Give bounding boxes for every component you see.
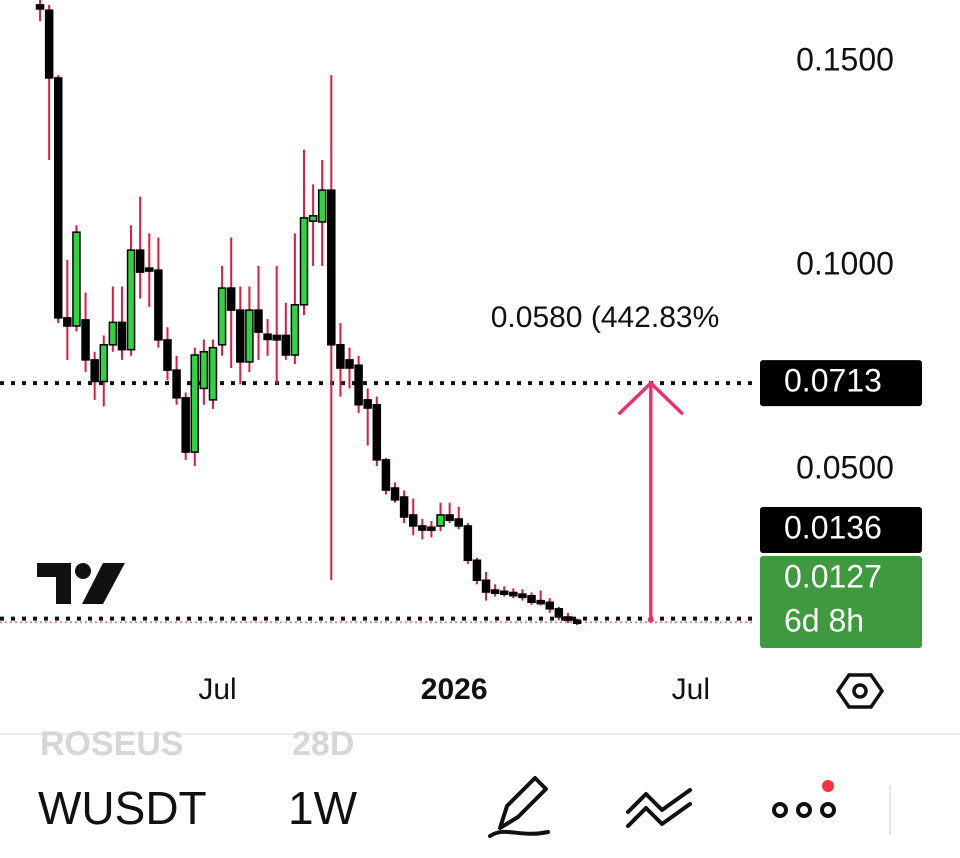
candle-body [518, 593, 527, 599]
candle-body [172, 369, 181, 399]
ghost-interval: 28D [292, 725, 354, 763]
candle-body [236, 309, 245, 363]
candle-body [327, 189, 336, 346]
candle-body [436, 514, 445, 527]
symbol[interactable]: WUSDT [38, 782, 207, 834]
indicators-icon[interactable] [626, 788, 692, 828]
y-tick-label: 0.1000 [796, 245, 894, 281]
candle-body [308, 215, 318, 222]
candle-body [263, 333, 272, 341]
candle-body [509, 591, 518, 597]
candle-body [117, 321, 127, 351]
draw-icon[interactable] [488, 776, 550, 838]
candle-body [299, 217, 309, 306]
candle-body [108, 321, 118, 346]
candle-body [336, 344, 345, 369]
candle-body [354, 364, 363, 406]
price-label: 6d 8h [784, 602, 864, 638]
candle-body [463, 525, 473, 561]
candle-body [126, 249, 136, 351]
candle-body [572, 619, 582, 624]
candle-body [418, 525, 427, 531]
price-label: 0.0713 [784, 363, 882, 399]
price-label-box [760, 507, 922, 553]
measure-label: 0.0580 (442.83% [491, 301, 720, 334]
candle-body [154, 269, 163, 341]
settings-icon[interactable] [835, 673, 885, 709]
candle-body [54, 77, 63, 319]
candle-body [35, 4, 45, 10]
candle-body [145, 267, 154, 272]
candle-body [427, 526, 436, 531]
candle-body [317, 189, 327, 223]
candle-body [272, 334, 281, 341]
interval[interactable]: 1W [288, 782, 358, 834]
candle-body [545, 601, 554, 610]
candle-body [554, 608, 564, 618]
candle-body [399, 496, 409, 518]
candle-body [390, 487, 400, 501]
candle-body [563, 616, 573, 621]
candle-body [381, 459, 391, 491]
candle-body [199, 350, 209, 390]
plot: 0.1500 0.1000 0.0500 Jul 2026 Jul 0.0580 (442.… [0, 0, 922, 706]
measure-end [647, 616, 654, 623]
more-icon[interactable] [772, 802, 836, 818]
candle-body [163, 339, 172, 371]
candle-body [81, 319, 90, 361]
candle-body [481, 579, 491, 593]
candle-body [372, 404, 382, 461]
candle-body [408, 514, 418, 527]
candle-body [208, 346, 218, 401]
candle-body [63, 317, 72, 327]
candle-body [99, 344, 109, 383]
candle-body [217, 287, 227, 346]
candle-body [90, 359, 99, 383]
candle-body [190, 354, 200, 453]
price-label-box [760, 556, 922, 648]
candle-body [72, 231, 81, 327]
candle-body [472, 559, 482, 581]
tv-logo [37, 563, 125, 604]
candle-body [44, 9, 54, 79]
candle-body [445, 514, 454, 521]
candle-body [499, 590, 509, 595]
candle-body [181, 397, 190, 453]
price-label: 0.0136 [784, 509, 882, 545]
candle-body [135, 249, 145, 273]
candle-body [254, 309, 263, 333]
x-tick-label: Jul [198, 673, 236, 706]
candle-body [490, 589, 500, 595]
candle-body [245, 309, 254, 363]
price-label: 0.0127 [784, 558, 882, 594]
candle-body [345, 359, 354, 369]
candle-body [454, 518, 463, 527]
candle-body [536, 599, 545, 605]
notification-dot [822, 780, 834, 792]
x-tick-label: Jul [672, 673, 710, 706]
candle-body [363, 399, 372, 409]
measure-arrowhead [618, 380, 684, 415]
candle-body [290, 304, 300, 356]
y-tick-label: 0.0500 [796, 450, 894, 486]
x-tick-label: 2026 [421, 673, 488, 706]
candle-body [281, 334, 291, 356]
price-label-box [760, 360, 922, 407]
candle-body [226, 287, 236, 311]
ghost-symbol: ROSEUS [40, 725, 184, 763]
candle-body [527, 594, 536, 604]
y-tick-label: 0.1500 [796, 41, 894, 77]
